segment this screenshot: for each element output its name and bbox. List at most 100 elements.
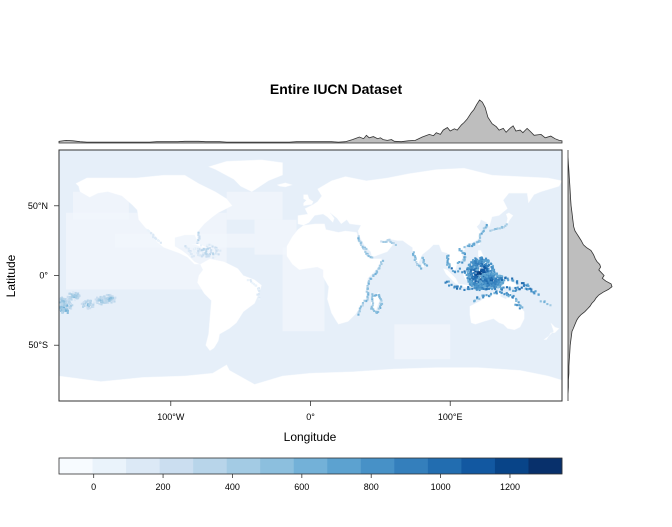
richness-cell: [418, 265, 421, 268]
land-great-britain: [303, 194, 314, 207]
richness-cell: [476, 287, 479, 290]
richness-cell: [484, 277, 487, 280]
richness-cell: [99, 296, 102, 299]
richness-cell: [258, 298, 261, 301]
richness-cell: [546, 303, 549, 306]
richness-cell: [191, 255, 194, 258]
color-key-tick-label: 1000: [431, 482, 451, 492]
richness-cell: [414, 256, 417, 259]
richness-cell: [366, 285, 369, 288]
richness-cell: [82, 302, 85, 305]
richness-cell: [507, 279, 510, 282]
richness-hotspot-layer: [59, 223, 552, 316]
richness-cell: [489, 229, 492, 232]
richness-cell: [184, 245, 187, 248]
richness-cell: [448, 284, 451, 287]
richness-cell: [107, 301, 110, 304]
color-key-swatch: [92, 458, 127, 474]
richness-cell: [371, 256, 374, 259]
richness-cell: [63, 298, 66, 301]
richness-cell: [494, 283, 497, 286]
richness-cell: [105, 293, 108, 296]
richness-cell: [480, 268, 483, 271]
richness-cell: [357, 237, 360, 240]
richness-cell: [456, 287, 459, 290]
richness-cell: [77, 294, 80, 297]
richness-cell: [59, 303, 61, 306]
richness-cell: [516, 286, 519, 289]
richness-cell: [379, 305, 382, 308]
richness-cell: [251, 282, 254, 285]
richness-cell: [505, 292, 508, 295]
richness-cell: [385, 240, 388, 243]
richness-cell: [414, 257, 417, 260]
richness-cell: [482, 230, 485, 233]
richness-cell: [187, 249, 190, 252]
richness-cell: [475, 241, 478, 244]
color-key-swatch: [461, 458, 496, 474]
richness-cell: [479, 280, 482, 283]
richness-cell: [521, 306, 524, 309]
land-africa: [286, 223, 383, 325]
color-key-tick-label: 400: [225, 482, 240, 492]
richness-cell: [494, 273, 497, 276]
richness-cell: [534, 290, 537, 293]
richness-cell: [377, 307, 380, 310]
richness-cell: [526, 283, 529, 286]
richness-cell: [493, 281, 496, 284]
richness-cell: [89, 303, 92, 306]
richness-cell: [473, 300, 476, 303]
richness-cell: [478, 284, 481, 287]
richness-cell: [382, 240, 385, 243]
richness-cell: [97, 297, 100, 300]
richness-cell: [198, 248, 201, 251]
richness-cell: [500, 287, 503, 290]
richness-cell: [476, 296, 479, 299]
richness-cell: [394, 243, 397, 246]
color-key-swatch: [528, 458, 563, 474]
richness-cell: [530, 288, 533, 291]
richness-cell: [371, 304, 374, 307]
richness-cell: [365, 247, 368, 250]
land-australia: [469, 290, 525, 331]
ocean-pale-zone: [226, 191, 283, 220]
richness-cell: [91, 303, 94, 306]
richness-cell: [358, 307, 361, 310]
richness-cell: [479, 233, 482, 236]
richness-cell: [256, 293, 259, 296]
map-panel: [58, 149, 563, 402]
richness-cell: [112, 299, 115, 302]
richness-cell: [246, 279, 249, 282]
richness-cell: [532, 291, 535, 294]
richness-cell: [502, 286, 505, 289]
richness-cell: [486, 275, 489, 278]
richness-cell: [197, 254, 200, 257]
richness-cell: [373, 294, 376, 297]
richness-cell: [450, 283, 453, 286]
richness-cell: [495, 272, 498, 275]
richness-cell: [503, 279, 506, 282]
richness-cell: [378, 295, 381, 298]
richness-cell: [467, 263, 470, 266]
richness-cell: [447, 280, 450, 283]
richness-cell: [529, 287, 532, 290]
richness-cell: [389, 240, 392, 243]
richness-cell: [490, 278, 493, 281]
richness-cell: [496, 276, 499, 279]
richness-cell: [476, 278, 479, 281]
richness-cell: [463, 246, 466, 249]
richness-cell: [481, 265, 484, 268]
richness-cell: [486, 282, 489, 285]
richness-cell: [422, 261, 425, 264]
richness-cell: [198, 254, 201, 257]
richness-cell: [375, 294, 378, 297]
richness-cell: [489, 278, 492, 281]
richness-cell: [103, 297, 106, 300]
richness-cell: [83, 304, 86, 307]
richness-cell: [110, 296, 113, 299]
richness-cell: [474, 260, 477, 263]
richness-cell: [66, 304, 69, 307]
richness-cell: [68, 292, 71, 295]
richness-cell: [470, 280, 473, 283]
richness-cell: [86, 300, 89, 303]
